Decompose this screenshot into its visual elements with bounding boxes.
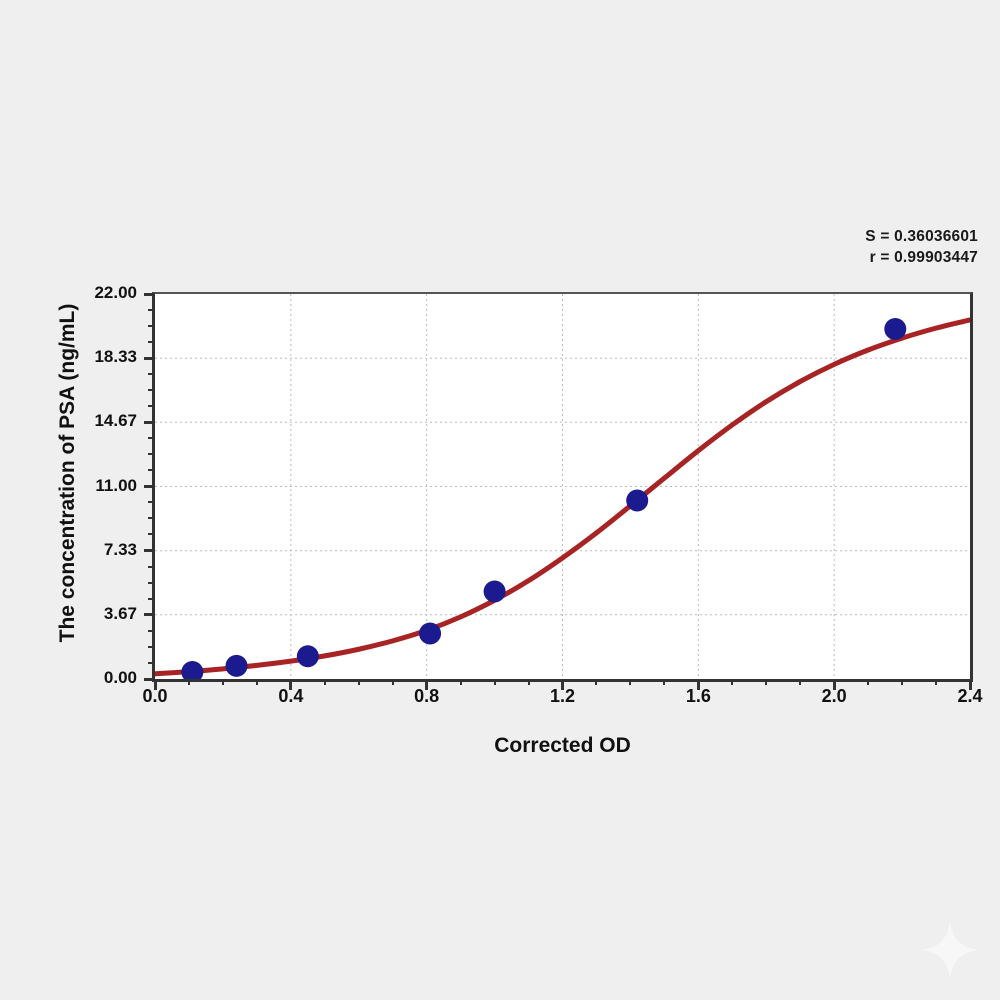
x-tick-label: 1.6: [685, 686, 711, 706]
y-minor-tick: [148, 453, 155, 456]
x-tick-label: 0.0: [142, 686, 168, 706]
x-major-tick: [289, 679, 293, 690]
x-minor-tick: [221, 679, 224, 685]
y-tick-label: 18.33: [94, 347, 137, 367]
y-major-tick: [144, 613, 155, 617]
x-minor-tick: [357, 679, 360, 685]
x-major-tick: [425, 679, 429, 690]
y-minor-tick: [148, 533, 155, 536]
y-minor-tick: [148, 437, 155, 440]
x-minor-tick: [391, 679, 394, 685]
x-minor-tick: [867, 679, 870, 685]
y-minor-tick: [148, 661, 155, 664]
y-axis-title: The concentration of PSA (ng/mL): [56, 303, 79, 643]
data-point: [419, 622, 442, 645]
x-tick-label: 2.0: [821, 686, 847, 706]
statistic-r: r = 0.99903447: [869, 249, 978, 266]
x-minor-tick: [731, 679, 734, 685]
plot-area: The concentration of PSA (ng/mL) Correct…: [56, 283, 983, 757]
y-tick-label: 22.00: [94, 283, 137, 302]
fit-statistics: S = 0.36036601 r = 0.99903447: [700, 226, 978, 268]
x-minor-tick: [799, 679, 802, 685]
data-point: [884, 318, 907, 340]
x-minor-tick: [595, 679, 598, 685]
x-minor-tick: [527, 679, 530, 685]
x-major-tick: [832, 679, 836, 690]
x-minor-tick: [765, 679, 768, 685]
y-major-tick: [144, 420, 155, 424]
y-minor-tick: [148, 629, 155, 632]
fit-curve: [155, 317, 970, 677]
y-minor-tick: [148, 565, 155, 568]
data-point: [181, 661, 204, 679]
y-minor-tick: [148, 308, 155, 311]
y-major-tick: [144, 677, 155, 681]
y-minor-tick: [148, 388, 155, 391]
y-tick-label: 11.00: [95, 475, 137, 495]
y-tick-label: 3.67: [103, 603, 137, 623]
x-minor-tick: [663, 679, 666, 685]
y-tick-label: 0.00: [103, 668, 137, 687]
y-minor-tick: [148, 372, 155, 375]
x-minor-tick: [901, 679, 904, 685]
x-major-tick: [696, 679, 700, 690]
y-major-tick: [144, 292, 155, 296]
statistic-s: S = 0.36036601: [865, 228, 978, 245]
x-minor-tick: [493, 679, 496, 685]
data-point: [296, 645, 319, 668]
sparkle-icon: [920, 920, 980, 980]
x-tick-label: 1.2: [549, 686, 576, 706]
x-minor-tick: [629, 679, 632, 685]
x-minor-tick: [187, 679, 190, 685]
x-major-tick: [561, 679, 564, 690]
y-minor-tick: [148, 340, 155, 343]
x-minor-tick: [459, 679, 462, 685]
x-major-tick: [968, 679, 972, 690]
x-tick-label: 0.4: [278, 686, 304, 706]
y-tick-label: 7.33: [103, 539, 137, 559]
x-axis-title: Corrected OD: [494, 734, 631, 757]
y-major-tick: [144, 549, 155, 553]
y-major-tick: [144, 356, 155, 360]
y-minor-tick: [148, 501, 155, 504]
y-tick-label: 14.67: [94, 411, 137, 431]
x-tick-label: 0.8: [414, 686, 440, 706]
y-minor-tick: [148, 645, 155, 648]
y-minor-tick: [148, 597, 155, 600]
data-point: [626, 489, 649, 512]
y-minor-tick: [148, 405, 155, 408]
y-minor-tick: [148, 469, 155, 472]
x-major-tick: [153, 679, 157, 690]
y-major-tick: [144, 485, 155, 488]
plot-canvas: [155, 294, 970, 679]
x-minor-tick: [255, 679, 258, 685]
x-minor-tick: [323, 679, 326, 685]
x-tick-label: 2.4: [957, 686, 983, 706]
data-point: [225, 654, 248, 677]
data-point: [483, 580, 506, 603]
y-minor-tick: [148, 517, 155, 520]
x-minor-tick: [935, 679, 938, 685]
y-minor-tick: [148, 324, 155, 327]
y-minor-tick: [148, 581, 155, 584]
